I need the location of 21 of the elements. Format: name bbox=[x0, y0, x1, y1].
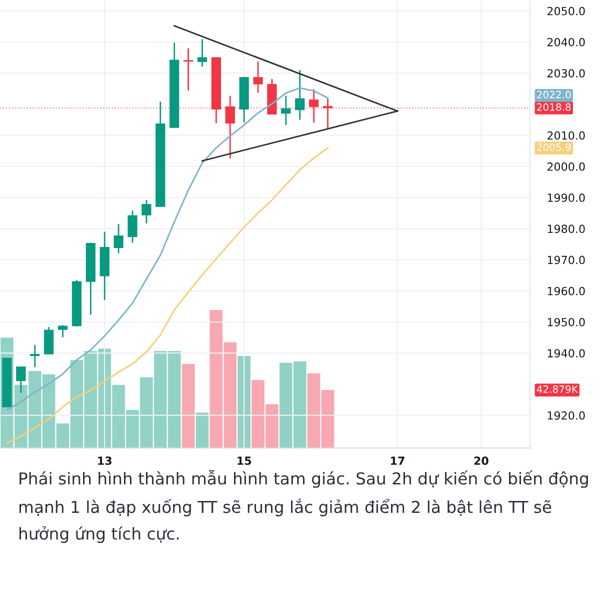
y-tick-label: 1940.0 bbox=[548, 349, 585, 358]
x-tick-label: 13 bbox=[98, 456, 112, 465]
y-tick-label: 1920.0 bbox=[548, 411, 585, 420]
y-tick-label: 1950.0 bbox=[548, 318, 585, 326]
x-tick-label: 20 bbox=[474, 456, 488, 465]
y-tick-label: 1960.0 bbox=[548, 286, 585, 296]
y-tick-label: 2000.0 bbox=[547, 162, 585, 171]
text: 2022.0 bbox=[537, 90, 571, 98]
x-tick-label: 17 bbox=[391, 456, 404, 465]
y-tick-label: 2050.0 bbox=[547, 6, 585, 16]
y-tick-label: 2010.0 bbox=[547, 131, 585, 140]
y-tick-label: 1980.0 bbox=[548, 224, 585, 234]
text: 2005.9 bbox=[537, 143, 571, 151]
y-tick-label: 2030.0 bbox=[547, 69, 585, 78]
text: 42.879K bbox=[536, 385, 578, 393]
y-tick-label: 2040.0 bbox=[547, 38, 585, 46]
y-tick-label: 1970.0 bbox=[548, 256, 585, 264]
ref-line-label: 2018.8 bbox=[537, 103, 571, 111]
x-tick-label: 15 bbox=[238, 456, 252, 465]
text: Phái sinh hình thành mẫu hình tam giác. Sau 2h dự kiến có biến động mạnh 1 là đạp xuống TT sẽ rung lắc giảm điểm 2 là bật lên TT sẽ hưởng ứng tích cực. bbox=[19, 470, 588, 543]
y-tick-label: 1990.0 bbox=[548, 194, 585, 202]
